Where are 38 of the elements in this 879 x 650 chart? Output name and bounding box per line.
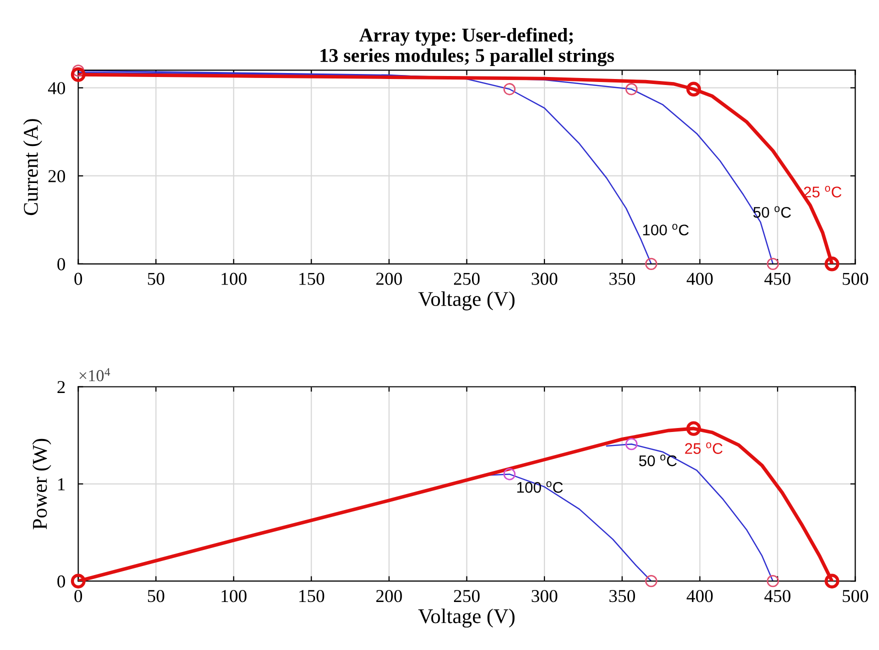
y-tick-label: 0	[57, 258, 66, 270]
y-tick-label: 2	[57, 381, 65, 394]
series-label: 25 $^{o}$C	[685, 442, 723, 454]
x-tick-label: 450	[764, 590, 790, 602]
x-tick-label: 350	[609, 272, 636, 285]
x-tick-label: 300	[532, 272, 558, 285]
y-axis-title: Power (W)	[32, 438, 52, 530]
x-tick-label: 250	[454, 590, 480, 602]
x-tick-label: 400	[686, 590, 713, 602]
x-tick-label: 250	[454, 272, 480, 285]
series-label: 100 $^{o}$C	[517, 481, 563, 493]
text: ×10$^{4}$	[80, 368, 110, 382]
x-tick-label: 0	[74, 590, 82, 602]
x-tick-label: 350	[609, 590, 636, 602]
series-label: 50 $^{o}$C	[639, 454, 677, 466]
x-tick-label: 400	[686, 272, 713, 285]
x-tick-label: 100	[222, 272, 246, 285]
y-tick-label: 1	[58, 478, 65, 490]
x-tick-label: 500	[842, 272, 868, 285]
y-axis-title: Current (A)	[23, 119, 42, 216]
series-label: 100 $^{o}$C	[643, 224, 689, 236]
y-tick-label: 20	[48, 170, 66, 182]
x-axis-title: Voltage (V)	[418, 291, 515, 310]
y-tick-label: 0	[57, 575, 66, 588]
x-tick-label: 200	[376, 272, 402, 285]
x-tick-label: 300	[532, 590, 558, 602]
x-tick-label: 200	[376, 590, 402, 602]
x-tick-label: 50	[148, 272, 164, 285]
y-tick-label: 40	[48, 82, 66, 94]
x-tick-label: 500	[842, 590, 868, 602]
x-tick-label: 100	[222, 590, 246, 602]
x-tick-label: 150	[299, 590, 324, 602]
x-tick-label: 0	[74, 272, 82, 285]
x-axis-title: Voltage (V)	[418, 608, 515, 628]
x-tick-label: 50	[148, 590, 164, 602]
chart-title: Array type: User-defined; 13 series modules; 5 parallel strings	[320, 28, 614, 66]
x-tick-label: 450	[764, 272, 790, 285]
x-tick-label: 150	[299, 272, 324, 285]
